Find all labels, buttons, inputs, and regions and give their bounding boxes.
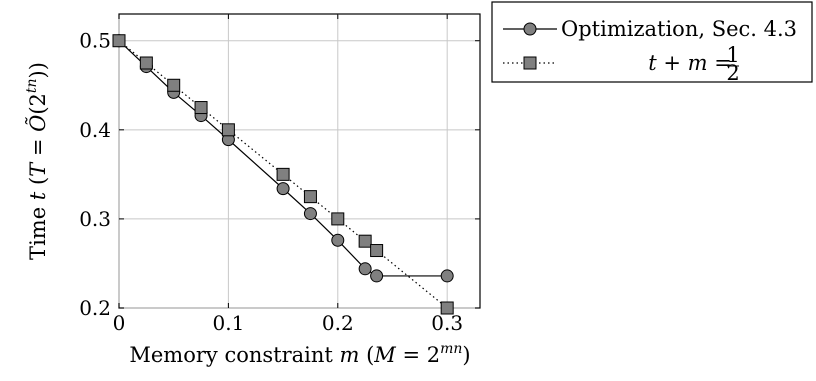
- series-line-0: [118, 40, 448, 277]
- data-point-circle: [370, 269, 384, 283]
- data-point-square: [112, 34, 126, 48]
- data-point-square: [276, 167, 290, 181]
- legend-fraction-denominator: 2: [726, 61, 739, 85]
- grid: [118, 14, 480, 309]
- x-axis-label: Memory constraint m (M = 2mn): [129, 341, 470, 367]
- legend-entry-optimization: Optimization, Sec. 4.3: [503, 17, 797, 41]
- y-tick-label: 0.2: [79, 296, 111, 320]
- data-point-circle: [358, 262, 372, 276]
- y-tick-label: 0.4: [79, 118, 111, 142]
- legend: Optimization, Sec. 4.3 t + m = 1 2: [491, 1, 813, 85]
- legend-fraction-numerator: 1: [726, 43, 739, 67]
- data-point-circle: [331, 233, 345, 247]
- y-axis-label: Time t (T = Õ(2tn)): [24, 62, 50, 260]
- y-tick-label: 0.3: [79, 207, 111, 231]
- legend-marker-circle: [523, 22, 537, 36]
- data-point-square: [139, 56, 153, 70]
- data-point-square: [303, 190, 317, 204]
- x-tick-label: 0: [113, 311, 126, 335]
- legend-label-tm: t + m =: [648, 51, 732, 75]
- data-point-square: [358, 234, 372, 248]
- legend-label-optimization: Optimization, Sec. 4.3: [561, 17, 797, 41]
- legend-box: [491, 1, 813, 83]
- legend-entry-tm: t + m = 1 2: [503, 43, 740, 85]
- plot-area: [118, 13, 481, 309]
- ticks: 0 0.1 0.2 0.3 0.2 0.3 0.4 0.5: [79, 14, 480, 335]
- y-tick-label: 0.5: [79, 29, 111, 53]
- data-point-square: [331, 212, 345, 226]
- x-tick-label: 0.1: [212, 311, 244, 335]
- data-point-square: [440, 301, 454, 315]
- data-point-circle: [303, 207, 317, 221]
- data-point-square: [167, 78, 181, 92]
- data-point-square: [194, 101, 208, 115]
- data-point-circle: [276, 182, 290, 196]
- legend-marker-square: [523, 56, 537, 70]
- x-tick-label: 0.2: [322, 311, 354, 335]
- markers: [112, 34, 454, 315]
- data-point-square: [221, 123, 235, 137]
- x-tick-label: 0.3: [431, 311, 463, 335]
- data-point-square: [370, 244, 384, 258]
- data-point-circle: [440, 269, 454, 283]
